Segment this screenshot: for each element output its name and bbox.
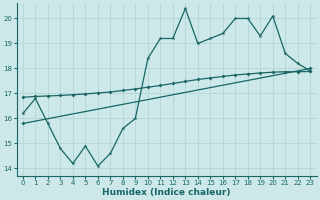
X-axis label: Humidex (Indice chaleur): Humidex (Indice chaleur) — [102, 188, 231, 197]
